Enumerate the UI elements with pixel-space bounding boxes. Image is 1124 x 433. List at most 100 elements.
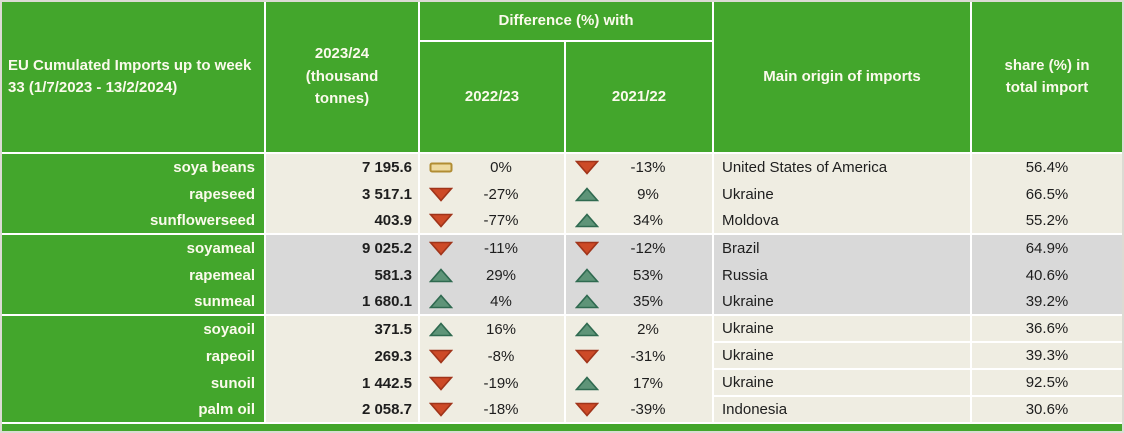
diff-value: 9% bbox=[637, 186, 659, 203]
diff-value: 4% bbox=[490, 293, 512, 310]
share-value: 56.4% bbox=[972, 154, 1122, 181]
diff-2022-23-cell: -8% bbox=[420, 343, 566, 370]
volume-value: 9 025.2 bbox=[266, 235, 420, 262]
header-difference-group: Difference (%) with bbox=[420, 2, 714, 42]
table-row-soya-beans: soya beans 7 195.6 0% -13% United States… bbox=[2, 154, 1122, 181]
header-diff-2022-23: 2022/23 bbox=[420, 42, 566, 154]
trend-down-icon bbox=[429, 402, 454, 417]
share-value: 92.5% bbox=[972, 370, 1122, 397]
diff-value: -18% bbox=[483, 401, 519, 418]
commodity-label: palm oil bbox=[2, 397, 266, 422]
trend-up-icon bbox=[575, 268, 600, 283]
trend-down-icon bbox=[429, 213, 454, 228]
share-value: 55.2% bbox=[972, 208, 1122, 233]
origin-value: Ukraine bbox=[714, 181, 972, 208]
table-row-sunflowerseed: sunflowerseed 403.9 -77% 34% Moldova 55.… bbox=[2, 208, 1122, 235]
trend-down-icon bbox=[429, 376, 454, 391]
diff-value: -19% bbox=[483, 375, 519, 392]
trend-down-icon bbox=[429, 349, 454, 364]
diff-value: -39% bbox=[630, 401, 666, 418]
trend-down-icon bbox=[575, 160, 600, 175]
volume-value: 371.5 bbox=[266, 316, 420, 343]
trend-up-icon bbox=[429, 268, 454, 283]
origin-value: United States of America bbox=[714, 154, 972, 181]
diff-2021-22-cell: 17% bbox=[566, 370, 714, 397]
commodity-label: soya beans bbox=[2, 154, 266, 181]
diff-2021-22-cell: 9% bbox=[566, 181, 714, 208]
diff-2022-23-cell: 0% bbox=[420, 154, 566, 181]
commodity-label: soyaoil bbox=[2, 316, 266, 343]
diff-value: 53% bbox=[632, 267, 664, 284]
trend-down-icon bbox=[429, 241, 454, 256]
diff-2022-23-cell: 4% bbox=[420, 289, 566, 314]
origin-value: Ukraine bbox=[714, 289, 972, 314]
trend-down-icon bbox=[575, 349, 600, 364]
diff-2022-23-cell: -27% bbox=[420, 181, 566, 208]
origin-value: Indonesia bbox=[714, 397, 972, 422]
diff-value: -27% bbox=[483, 186, 519, 203]
diff-2021-22-cell: -13% bbox=[566, 154, 714, 181]
diff-2022-23-cell: 29% bbox=[420, 262, 566, 289]
diff-value: 34% bbox=[632, 212, 664, 229]
diff-2022-23-cell: -11% bbox=[420, 235, 566, 262]
diff-2021-22-cell: -12% bbox=[566, 235, 714, 262]
header-commodity: EU Cumulated Imports up to week 33 (1/7/… bbox=[2, 2, 266, 154]
diff-2021-22-cell: 34% bbox=[566, 208, 714, 233]
table-row-rapemeal: rapemeal 581.3 29% 53% Russia 40.6% bbox=[2, 262, 1122, 289]
diff-2021-22-cell: 35% bbox=[566, 289, 714, 314]
share-value: 66.5% bbox=[972, 181, 1122, 208]
diff-2022-23-cell: -77% bbox=[420, 208, 566, 233]
trend-flat-icon bbox=[429, 160, 454, 175]
share-value: 39.2% bbox=[972, 289, 1122, 314]
header-origin: Main origin of imports bbox=[714, 2, 972, 154]
diff-value: 35% bbox=[632, 293, 664, 310]
diff-2021-22-cell: 2% bbox=[566, 316, 714, 343]
trend-up-icon bbox=[575, 376, 600, 391]
share-value: 39.3% bbox=[972, 343, 1122, 370]
volume-value: 3 517.1 bbox=[266, 181, 420, 208]
origin-value: Russia bbox=[714, 262, 972, 289]
table-row-sunoil: sunoil 1 442.5 -19% 17% Ukraine 92.5% bbox=[2, 370, 1122, 397]
commodity-label: rapemeal bbox=[2, 262, 266, 289]
diff-value: 29% bbox=[485, 267, 517, 284]
trend-up-icon bbox=[575, 213, 600, 228]
table-row-soyaoil: soyaoil 371.5 16% 2% Ukraine 36.6% bbox=[2, 316, 1122, 343]
table-bottom-bar bbox=[2, 424, 1122, 431]
volume-value: 581.3 bbox=[266, 262, 420, 289]
origin-value: Brazil bbox=[714, 235, 972, 262]
commodity-label: sunoil bbox=[2, 370, 266, 397]
diff-value: -12% bbox=[630, 240, 666, 257]
diff-value: 16% bbox=[485, 321, 517, 338]
commodity-label: soyameal bbox=[2, 235, 266, 262]
trend-up-icon bbox=[429, 294, 454, 309]
volume-value: 1 680.1 bbox=[266, 289, 420, 314]
header-share: share (%) in total import bbox=[972, 2, 1122, 154]
share-value: 30.6% bbox=[972, 397, 1122, 422]
table-row-rapeseed: rapeseed 3 517.1 -27% 9% Ukraine 66.5% bbox=[2, 181, 1122, 208]
header-diff-2021-22: 2021/22 bbox=[566, 42, 714, 154]
diff-2021-22-cell: -31% bbox=[566, 343, 714, 370]
volume-value: 7 195.6 bbox=[266, 154, 420, 181]
volume-value: 269.3 bbox=[266, 343, 420, 370]
trend-up-icon bbox=[575, 187, 600, 202]
diff-value: -31% bbox=[630, 348, 666, 365]
origin-value: Ukraine bbox=[714, 316, 972, 343]
trend-down-icon bbox=[429, 187, 454, 202]
table-row-sunmeal: sunmeal 1 680.1 4% 35% Ukraine 39.2% bbox=[2, 289, 1122, 316]
share-value: 36.6% bbox=[972, 316, 1122, 343]
volume-value: 2 058.7 bbox=[266, 397, 420, 422]
commodity-label: sunflowerseed bbox=[2, 208, 266, 233]
trend-down-icon bbox=[575, 241, 600, 256]
origin-value: Ukraine bbox=[714, 370, 972, 397]
table-row-palm-oil: palm oil 2 058.7 -18% -39% Indonesia 30.… bbox=[2, 397, 1122, 424]
commodity-label: rapeoil bbox=[2, 343, 266, 370]
diff-value: 17% bbox=[632, 375, 664, 392]
table-row-soyameal: soyameal 9 025.2 -11% -12% Brazil 64.9% bbox=[2, 235, 1122, 262]
header-volume: 2023/24 (thousand tonnes) bbox=[266, 2, 420, 154]
origin-value: Moldova bbox=[714, 208, 972, 233]
share-value: 40.6% bbox=[972, 262, 1122, 289]
trend-up-icon bbox=[575, 294, 600, 309]
diff-value: -77% bbox=[483, 212, 519, 229]
diff-value: 2% bbox=[637, 321, 659, 338]
table-header: EU Cumulated Imports up to week 33 (1/7/… bbox=[2, 2, 1122, 154]
